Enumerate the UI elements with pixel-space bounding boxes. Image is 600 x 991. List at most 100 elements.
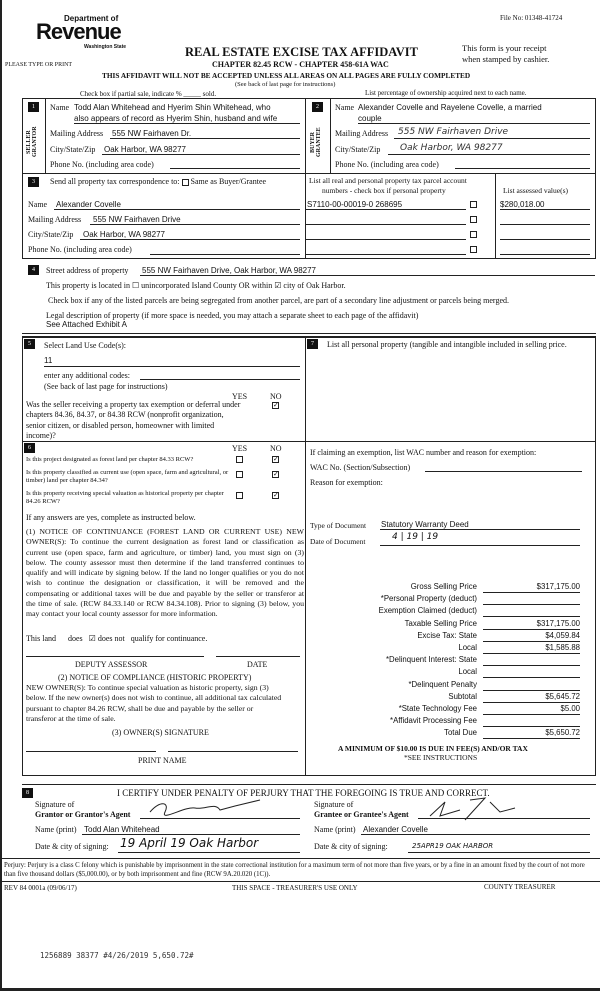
corr-mail[interactable]: 555 NW Fairhaven Drive bbox=[93, 215, 181, 224]
legal-description[interactable]: See Attached Exhibit A bbox=[46, 320, 127, 329]
forest-land-question: Is this project designated as forest lan… bbox=[26, 456, 194, 463]
grantor-name-label: Name (print) bbox=[35, 825, 77, 834]
tax-row-value[interactable]: $317,175.00 bbox=[483, 619, 580, 630]
wac-exemption-label: If claiming an exemption, list WAC numbe… bbox=[310, 448, 537, 457]
corr-name[interactable]: Alexander Covelle bbox=[56, 200, 121, 209]
buyer-mail-label: Mailing Address bbox=[335, 129, 389, 138]
section-8-badge: 8 bbox=[22, 788, 33, 798]
tax-row-label: *Delinquent Interest: State bbox=[385, 655, 477, 665]
grantor-date-city[interactable]: 19 April 19 Oak Harbor bbox=[120, 836, 259, 850]
buyer-tag: BUYER GRANTEE bbox=[310, 127, 322, 157]
grantee-date-city[interactable]: 25APR19 OAK HARBOR bbox=[412, 842, 494, 850]
section-7-badge: 7 bbox=[307, 339, 318, 349]
partial-sale: Check box if partial sale, indicate % __… bbox=[80, 90, 217, 98]
personal-property-checkbox[interactable] bbox=[470, 231, 477, 238]
tax-row: *Personal Property (deduct) bbox=[330, 593, 580, 606]
treasurer-use-label: THIS SPACE - TREASURER'S USE ONLY bbox=[232, 884, 358, 892]
segregated-note: Check box if any of the listed parcels a… bbox=[48, 296, 509, 305]
tax-row-value[interactable] bbox=[483, 594, 580, 606]
tax-row: Local $1,585.88 bbox=[330, 642, 580, 654]
current-use-yes-checkbox[interactable] bbox=[236, 471, 243, 478]
tax-row-label: Gross Selling Price bbox=[410, 582, 477, 591]
seller-city[interactable]: Oak Harbor, WA 98277 bbox=[104, 145, 186, 154]
tax-row: Subtotal $5,645.72 bbox=[330, 691, 580, 703]
buyer-city[interactable]: Oak Harbor, WA 98277 bbox=[400, 143, 503, 153]
grantor-sig-label: Signature of bbox=[35, 800, 75, 809]
parcel-header-2: numbers - check box if personal property bbox=[322, 186, 446, 195]
grantee-name[interactable]: Alexander Covelle bbox=[363, 825, 428, 834]
personal-property-checkbox[interactable] bbox=[470, 201, 477, 208]
grantee-signature[interactable] bbox=[420, 796, 520, 822]
seller-city-label: City/State/Zip bbox=[50, 145, 96, 154]
grantor-signature[interactable] bbox=[145, 798, 265, 818]
tax-row-value[interactable]: $317,175.00 bbox=[483, 582, 580, 593]
tax-row-label: Exemption Claimed (deduct) bbox=[378, 606, 477, 616]
notice-of-compliance-title: (2) NOTICE OF COMPLIANCE (HISTORIC PROPE… bbox=[58, 673, 252, 682]
file-number: File No: 01348-41724 bbox=[500, 14, 563, 22]
receipt-note: This form is your receipt bbox=[462, 43, 547, 53]
dor-logo: Department of Revenue Washington State bbox=[28, 14, 128, 60]
tax-row-value[interactable] bbox=[483, 606, 580, 618]
grantee-agent-label: Grantee or Grantee's Agent bbox=[314, 810, 409, 819]
historical-no-checkbox[interactable]: ✓ bbox=[272, 491, 279, 499]
current-use-no-checkbox[interactable]: ✓ bbox=[272, 470, 279, 478]
page-left-edge bbox=[0, 0, 2, 991]
tax-row-value[interactable] bbox=[483, 680, 580, 691]
section-1-badge: 1 bbox=[28, 102, 39, 112]
personal-property-checkbox[interactable] bbox=[470, 246, 477, 253]
personal-property-checkbox[interactable] bbox=[470, 216, 477, 223]
no-header: NO bbox=[270, 392, 282, 401]
buyer-name-2[interactable]: couple bbox=[358, 114, 382, 123]
seller-phone-label: Phone No. (including area code) bbox=[50, 160, 154, 169]
exemption-no-checkbox[interactable]: ✓ bbox=[272, 401, 279, 409]
tax-row-value[interactable] bbox=[483, 716, 580, 728]
tax-row-value[interactable]: $5.00 bbox=[483, 704, 580, 715]
tax-row: Taxable Selling Price $317,175.00 bbox=[330, 618, 580, 630]
perjury-notice: Perjury: Perjury is a class C felony whi… bbox=[4, 862, 585, 878]
street-address[interactable]: 555 NW Fairhaven Drive, Oak Harbor, WA 9… bbox=[142, 266, 316, 275]
tax-row-value[interactable] bbox=[483, 667, 580, 679]
historical-yes-checkbox[interactable] bbox=[236, 492, 243, 499]
parcel-header: List all real and personal property tax … bbox=[309, 176, 467, 185]
grantor-name[interactable]: Todd Alan Whitehead bbox=[84, 825, 160, 834]
continuance-status: This land does ☑ does not qualify for co… bbox=[26, 634, 208, 643]
tax-row: *Delinquent Penalty bbox=[330, 679, 580, 691]
no-header: NO bbox=[270, 444, 282, 453]
corr-phone-label: Phone No. (including area code) bbox=[28, 245, 132, 254]
seller-name-1[interactable]: Todd Alan Whitehead and Hyerim Shin Whit… bbox=[74, 103, 271, 112]
tax-row-value[interactable]: $5,645.72 bbox=[483, 692, 580, 703]
tax-row: *Affidavit Processing Fee bbox=[330, 715, 580, 728]
tax-row-value[interactable]: $5,650.72 bbox=[483, 728, 580, 740]
form-subtitle: CHAPTER 82.45 RCW - CHAPTER 458-61A WAC bbox=[212, 60, 389, 69]
tax-row-value[interactable]: $4,059.84 bbox=[483, 631, 580, 642]
same-as-buyer-checkbox[interactable] bbox=[181, 178, 189, 186]
legal-label: Legal description of property (if more s… bbox=[46, 311, 419, 320]
tax-row-value[interactable] bbox=[483, 655, 580, 667]
see-back: (See back of last page for instructions) bbox=[235, 81, 336, 88]
doc-type[interactable]: Statutory Warranty Deed bbox=[381, 520, 469, 529]
buyer-city-label: City/State/Zip bbox=[335, 145, 381, 154]
doc-date[interactable]: 4 | 19 | 19 bbox=[392, 532, 439, 542]
buyer-mail[interactable]: 555 NW Fairhaven Drive bbox=[398, 127, 509, 137]
seller-name-2[interactable]: also appears of record as Hyerim Shin, h… bbox=[74, 114, 278, 123]
tax-table: Gross Selling Price $317,175.00 *Personal … bbox=[330, 581, 580, 740]
tax-row-label: Excise Tax: State bbox=[417, 630, 477, 640]
notice-of-compliance: NEW OWNER(S): To continue special valuat… bbox=[26, 683, 282, 723]
tax-row-label: Local bbox=[458, 642, 477, 652]
buyer-name-1[interactable]: Alexander Covelle and Rayelene Covelle, … bbox=[358, 103, 542, 112]
land-use-code[interactable]: 11 bbox=[44, 356, 53, 365]
section-6-badge: 6 bbox=[24, 443, 35, 453]
assessed-value[interactable]: $280,018.00 bbox=[500, 200, 545, 209]
tax-row-value[interactable]: $1,585.88 bbox=[483, 643, 580, 654]
ownership-note: List percentage of ownership acquired ne… bbox=[365, 89, 527, 97]
corr-city[interactable]: Oak Harbor, WA 98277 bbox=[83, 230, 165, 239]
section-2-badge: 2 bbox=[312, 102, 323, 112]
tax-row-label: *Delinquent Penalty bbox=[408, 679, 478, 689]
grantor-agent-label: Grantor or Grantor's Agent bbox=[35, 810, 131, 819]
forest-yes-checkbox[interactable] bbox=[236, 456, 243, 463]
seller-mail[interactable]: 555 NW Fairhaven Dr. bbox=[112, 129, 192, 138]
parcel-number[interactable]: S7110-00-00019-0 268695 bbox=[307, 200, 403, 209]
forest-no-checkbox[interactable]: ✓ bbox=[272, 455, 279, 463]
logo-word: Revenue bbox=[36, 19, 122, 44]
page-bottom-edge bbox=[0, 988, 600, 991]
